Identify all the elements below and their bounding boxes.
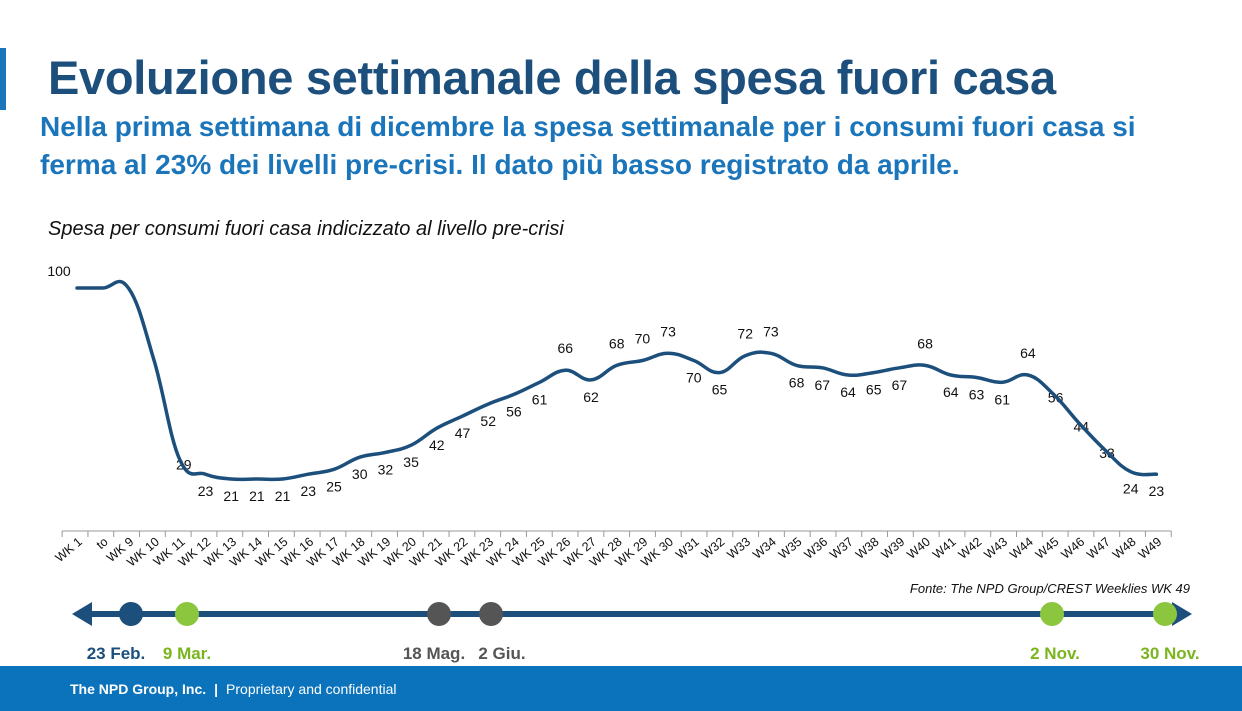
source-note: Fonte: The NPD Group/CREST Weeklies WK 4… — [909, 581, 1190, 596]
x-tick-label: W46 — [1059, 535, 1088, 562]
data-label: 65 — [866, 382, 882, 398]
data-label: 67 — [815, 377, 831, 393]
data-label: 61 — [994, 391, 1010, 407]
timeline-date-label: 9 Mar. — [163, 644, 211, 663]
data-label: 21 — [275, 488, 291, 504]
data-label: 70 — [686, 370, 702, 386]
data-label: 56 — [506, 403, 522, 419]
data-label: 64 — [1020, 345, 1036, 361]
x-tick-label: WK 1 — [53, 535, 85, 565]
timeline-arrow-right — [1172, 602, 1192, 626]
timeline-marker — [1153, 602, 1177, 626]
footer-separator: | — [214, 681, 219, 697]
data-label: 73 — [763, 323, 779, 339]
slide-subtitle: Nella prima settimana di dicembre la spe… — [40, 111, 1136, 180]
data-label: 42 — [429, 437, 445, 453]
data-label: 64 — [943, 384, 959, 400]
data-label: 25 — [326, 478, 342, 494]
timeline-marker — [119, 602, 143, 626]
x-tick-label: W49 — [1136, 535, 1165, 562]
timeline-marker — [427, 602, 451, 626]
data-label: 67 — [892, 377, 908, 393]
timeline-date-label: 23 Feb. — [87, 644, 146, 663]
data-label: 100 — [47, 263, 71, 279]
data-label: 23 — [1149, 483, 1165, 499]
data-label: 65 — [712, 382, 728, 398]
x-tick-label: to — [94, 535, 111, 552]
data-label: 72 — [737, 326, 753, 342]
x-tick-label: W40 — [904, 535, 933, 562]
data-label: 52 — [480, 413, 496, 429]
timeline-marker — [479, 602, 503, 626]
timeline-marker — [1040, 602, 1064, 626]
chart-title: Spesa per consumi fuori casa indicizzato… — [48, 218, 564, 240]
footer-company: The NPD Group, Inc. — [70, 681, 207, 697]
data-label: 63 — [969, 386, 985, 402]
footer-bar: The NPD Group, Inc. | Proprietary and conf… — [0, 666, 1242, 711]
slide-title: Evoluzione settimanale della spesa fuori… — [48, 51, 1056, 104]
data-label: 62 — [583, 389, 599, 405]
timeline-date-label: 18 Mag. — [403, 644, 465, 663]
data-label: 21 — [223, 488, 239, 504]
data-label: 35 — [403, 454, 419, 470]
timeline-marker — [175, 602, 199, 626]
data-label: 70 — [635, 331, 651, 347]
data-label: 64 — [840, 384, 856, 400]
data-label: 24 — [1123, 481, 1139, 497]
x-tick-label: W41 — [930, 535, 959, 562]
x-tick-label: W33 — [724, 535, 753, 562]
data-label: 68 — [609, 335, 625, 351]
title-accent-bar — [0, 48, 6, 110]
x-tick-label: W35 — [776, 535, 805, 562]
footer-note: Proprietary and confidential — [226, 681, 397, 697]
x-tick-label: W36 — [802, 535, 831, 562]
data-label: 61 — [532, 391, 548, 407]
timeline: 23 Feb. 9 Mar. 18 Mag. 2 Giu. 2 Nov. 30 Nov. — [72, 602, 1200, 663]
x-tick-label: W43 — [981, 535, 1010, 562]
data-label: 47 — [455, 425, 471, 441]
x-tick-label: W45 — [1033, 535, 1062, 562]
data-label: 68 — [789, 374, 805, 390]
x-tick-label: W39 — [879, 535, 908, 562]
x-tick-label: W48 — [1110, 535, 1139, 562]
data-label: 73 — [660, 323, 676, 339]
x-tick-label: W34 — [750, 535, 779, 562]
series-line — [75, 279, 1159, 482]
x-tick-label: W42 — [956, 535, 985, 562]
x-tick-label: W32 — [699, 535, 728, 562]
data-label: 30 — [352, 466, 368, 482]
timeline-date-label: 2 Giu. — [478, 644, 525, 663]
data-label: 23 — [301, 483, 317, 499]
timeline-arrow-left — [72, 602, 92, 626]
x-tick-label: W44 — [1007, 535, 1036, 562]
x-tick-label: W37 — [827, 535, 856, 562]
data-label: 32 — [378, 461, 394, 477]
timeline-date-label: 30 Nov. — [1140, 644, 1199, 663]
x-tick-label: W47 — [1084, 535, 1113, 562]
x-tick-label: W38 — [853, 535, 882, 562]
data-label: 66 — [558, 340, 574, 356]
data-label: 21 — [249, 488, 265, 504]
data-label: 68 — [917, 335, 933, 351]
data-label: 23 — [198, 483, 214, 499]
x-tick-label: W31 — [673, 535, 702, 562]
timeline-date-label: 2 Nov. — [1030, 644, 1080, 663]
